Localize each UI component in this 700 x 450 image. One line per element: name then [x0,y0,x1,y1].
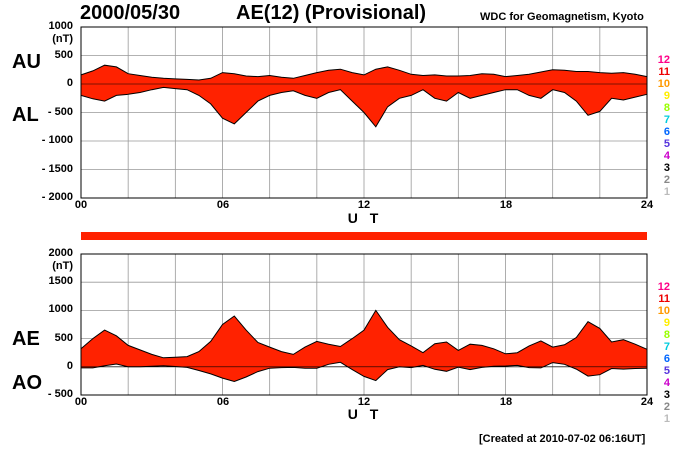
station-coverage-bar [81,232,647,240]
created-timestamp: [Created at 2010-07-02 06:16UT] [479,433,646,445]
series-line-ae [80,309,648,359]
station-count-label: 1 [663,413,670,425]
station-count-label: 1 [663,186,670,198]
y-tick-label: 500 [54,49,73,61]
station-count-label: 10 [657,78,670,90]
station-count-label: 6 [663,126,670,138]
y-tick-label: - 2000 [41,191,73,203]
x-tick-label: 12 [357,396,371,408]
station-count-label: 3 [663,162,670,174]
x-tick-label: 18 [499,396,513,408]
station-count-label: 10 [657,305,670,317]
au-label: AU [12,51,41,73]
y-tick-label: - 500 [47,106,73,118]
station-count-label: 8 [663,102,670,114]
x-tick-label: 06 [216,396,230,408]
y-tick-label: 2000 [48,247,73,259]
band-au-al [81,65,647,127]
x-tick-label: 18 [499,199,513,211]
station-count-label: 12 [657,54,670,66]
y-tick-label: - 1500 [41,163,73,175]
ao-label: AO [12,372,42,394]
y-tick-label: - 500 [47,388,73,400]
x-axis-title-bottom: U T [347,406,383,422]
y-tick-label: 500 [54,332,73,344]
x-axis-title-top: U T [347,210,383,226]
ae-label: AE [12,328,40,350]
station-count-label: 5 [663,365,670,377]
station-count-label: 7 [663,114,670,126]
station-count-label: 11 [658,293,670,305]
x-tick-label: 00 [74,199,88,211]
al-label: AL [12,104,39,126]
station-count-label: 7 [663,341,670,353]
x-tick-label: 00 [74,396,88,408]
station-count-label: 4 [663,150,670,162]
station-count-label: 4 [663,377,670,389]
station-count-label: 9 [663,317,670,329]
station-count-label: 9 [663,90,670,102]
series-line-au [80,64,648,81]
station-count-label: 8 [663,329,670,341]
station-count-label: 6 [663,353,670,365]
station-count-label: 3 [663,389,670,401]
unit-label-top: (nT) [52,33,73,45]
x-tick-label: 24 [640,396,654,408]
series-line-al [80,86,648,128]
band-ae-ao [81,310,647,382]
x-tick-label: 12 [357,199,371,211]
station-count-label: 11 [658,66,670,78]
station-count-label: 2 [663,401,670,413]
y-tick-label: - 1000 [41,134,73,146]
station-count-label: 5 [663,138,670,150]
y-tick-label: 0 [66,360,73,372]
x-tick-label: 24 [640,199,654,211]
x-tick-label: 06 [216,199,230,211]
plot-frame-top [80,26,648,199]
y-tick-label: 0 [66,77,73,89]
plot-frame-bottom [80,253,648,396]
unit-label-bottom: (nT) [52,260,73,272]
y-tick-label: 1000 [48,303,73,315]
station-count-label: 2 [663,174,670,186]
y-tick-label: 1500 [48,275,73,287]
y-tick-label: 1000 [48,20,73,32]
plot-title: AE(12) (Provisional) [236,2,427,24]
station-count-label: 12 [657,281,670,293]
plot-date: 2000/05/30 [80,2,181,24]
data-source: WDC for Geomagnetism, Kyoto [480,11,644,23]
